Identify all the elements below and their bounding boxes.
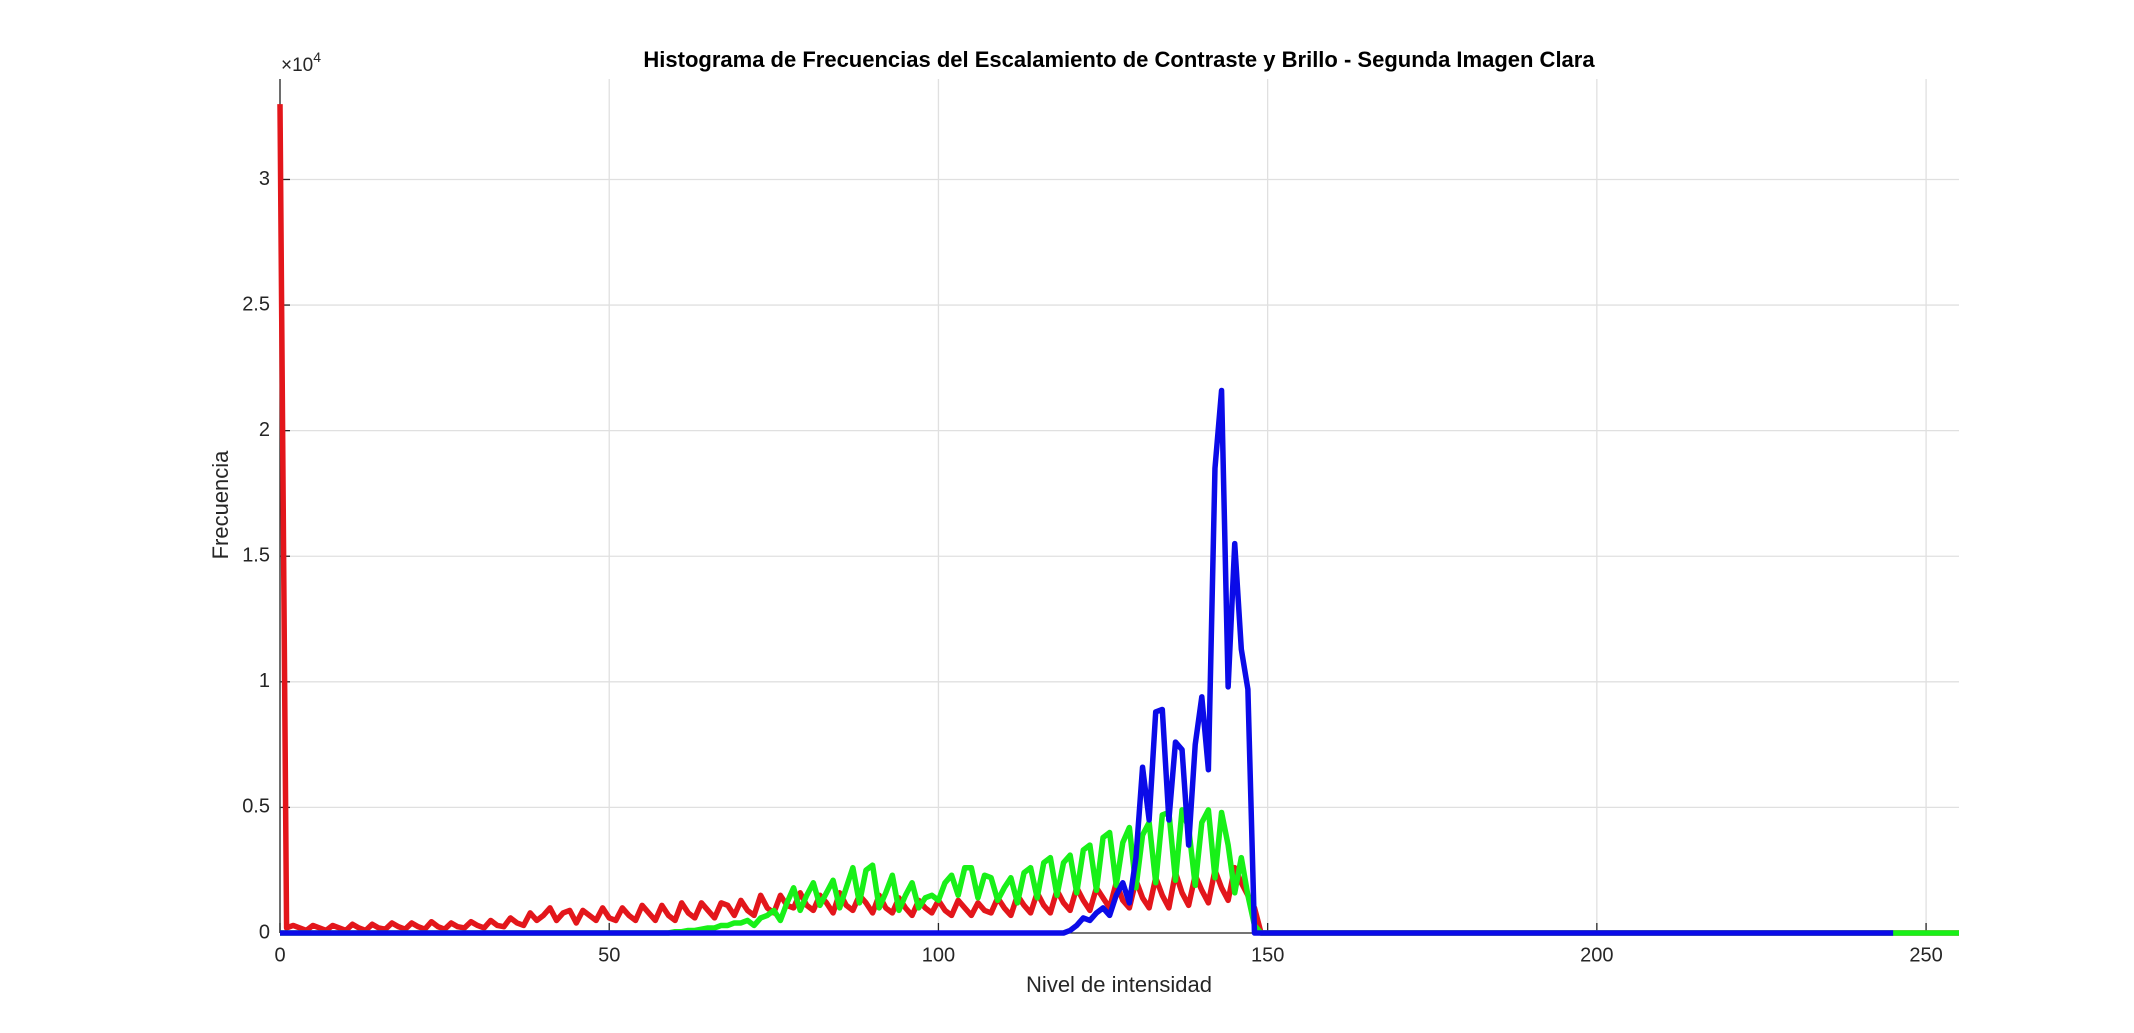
x-tick-label: 0 [274,944,285,966]
chart-title: Histograma de Frecuencias del Escalamien… [643,47,1595,72]
x-tick-label: 100 [922,944,955,966]
series-line [280,387,1894,936]
y-multiplier-exponent: 4 [313,49,321,65]
y-tick-label: 1 [259,670,270,692]
x-tick-label: 250 [1909,944,1942,966]
y-tick-label: 2.5 [242,293,270,315]
y-tick-label: 3 [259,168,270,190]
y-tick-label: 2 [259,419,270,441]
y-tick-label: 1.5 [242,545,270,567]
y-tick-label: 0.5 [242,796,270,818]
y-multiplier-base: ×10 [281,55,313,76]
y-tick-label: 0 [259,921,270,943]
x-axis-label: Nivel de intensidad [1026,972,1212,997]
x-tick-label: 50 [598,944,620,966]
x-tick-label: 150 [1251,944,1284,966]
series-line [277,104,1959,936]
y-axis-label: Frecuencia [208,450,233,560]
x-tick-label: 200 [1580,944,1613,966]
y-multiplier: ×104 [281,49,321,76]
